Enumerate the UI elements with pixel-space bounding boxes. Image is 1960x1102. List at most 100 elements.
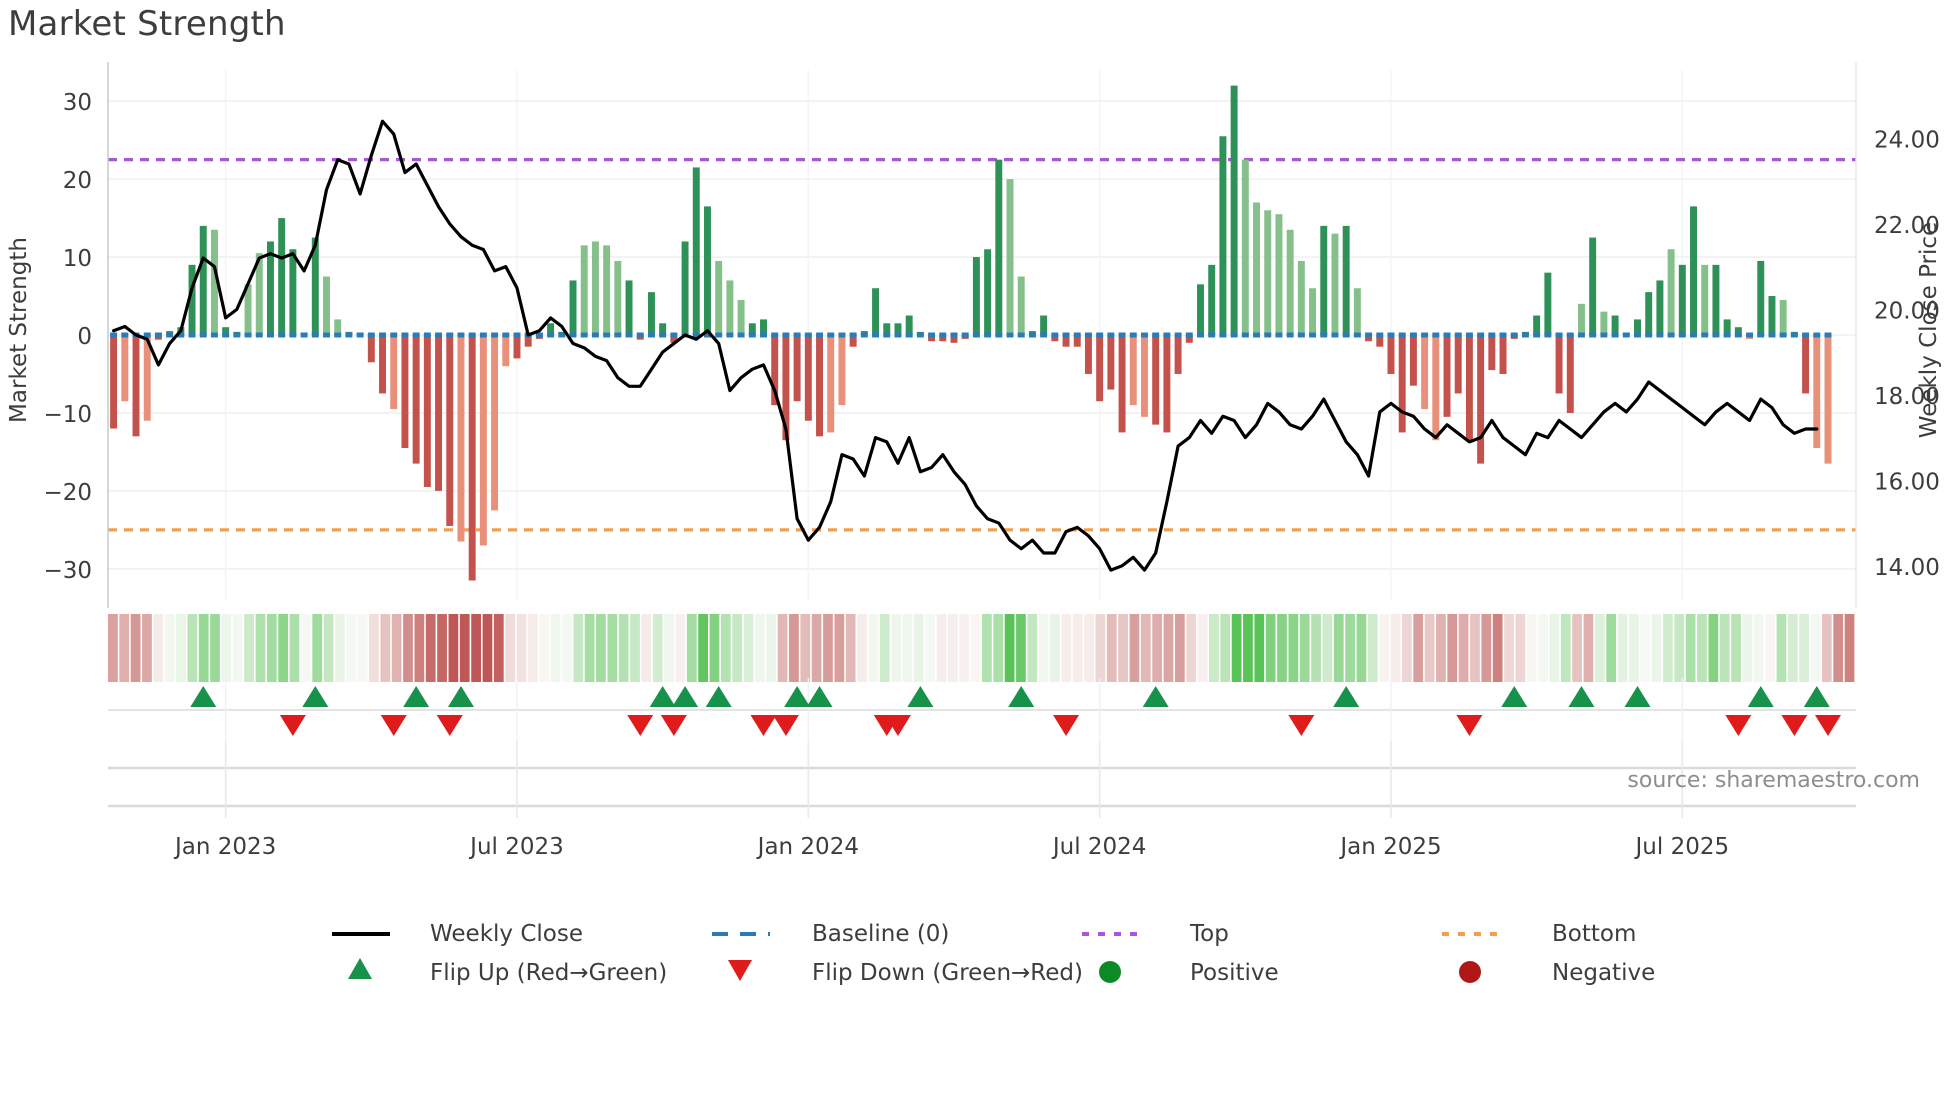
- baseline-cap: [961, 332, 969, 338]
- baseline-cap: [1028, 332, 1036, 338]
- baseline-cap: [1051, 332, 1059, 338]
- baseline-cap: [1163, 332, 1171, 338]
- market-strength-bar: [1589, 237, 1597, 335]
- heatmap-cell: [754, 614, 765, 682]
- market-strength-bar: [1690, 206, 1697, 335]
- heatmap-cell: [1265, 614, 1276, 682]
- baseline-cap: [1443, 332, 1451, 338]
- baseline-cap: [883, 332, 891, 338]
- market-strength-bar: [457, 335, 465, 542]
- heatmap-cell: [1549, 614, 1560, 682]
- baseline-cap: [502, 332, 510, 338]
- heatmap-cell: [266, 614, 277, 682]
- market-strength-bar: [1006, 179, 1014, 335]
- market-strength-bar: [1275, 214, 1283, 335]
- heatmap-cell: [1186, 614, 1197, 682]
- heatmap-cell: [720, 614, 731, 682]
- heatmap-cell: [1436, 614, 1446, 682]
- heatmap-cell: [1719, 614, 1730, 682]
- baseline-cap: [1096, 332, 1104, 338]
- heatmap-cell: [913, 614, 924, 682]
- flip-down-marker: [750, 715, 777, 736]
- market-strength-bar: [479, 335, 487, 546]
- baseline-cap: [793, 332, 801, 338]
- baseline-cap: [1264, 332, 1272, 338]
- market-strength-bar: [737, 299, 745, 335]
- market-strength-bar: [401, 335, 409, 449]
- baseline-cap: [267, 332, 274, 338]
- heatmap-cell: [811, 614, 822, 682]
- market-strength-bar: [1084, 335, 1092, 374]
- baseline-cap: [984, 332, 992, 338]
- baseline-cap: [827, 332, 835, 338]
- market-strength-bar: [1331, 233, 1339, 335]
- market-strength-bar: [1096, 335, 1104, 402]
- heatmap-cell: [584, 614, 595, 682]
- baseline-cap: [289, 332, 297, 338]
- heatmap-cell: [1742, 614, 1753, 682]
- heatmap-cell: [437, 614, 447, 682]
- baseline-cap: [1197, 332, 1204, 338]
- heatmap-cell: [527, 614, 538, 682]
- market-strength-bar: [1040, 315, 1048, 335]
- heatmap-cell: [1447, 614, 1458, 682]
- strength-heatmap-strip: [108, 614, 1855, 682]
- market-strength-bar: [816, 335, 823, 437]
- baseline-cap: [1690, 332, 1697, 338]
- baseline-cap: [715, 332, 723, 338]
- baseline-cap: [121, 332, 129, 338]
- heatmap-cell: [1322, 614, 1333, 682]
- left-tick-label: −10: [43, 402, 92, 428]
- baseline-cap: [423, 332, 431, 338]
- baseline-cap: [569, 332, 577, 338]
- flip-up-marker: [649, 686, 676, 707]
- market-strength-bar: [1734, 327, 1742, 335]
- baseline-cap: [1656, 332, 1664, 338]
- market-strength-bar: [1017, 276, 1025, 335]
- baseline-cap: [311, 332, 319, 338]
- heatmap-cell: [652, 614, 663, 682]
- baseline-cap: [479, 332, 487, 338]
- baseline-cap: [614, 332, 622, 338]
- market-strength-bar: [1297, 260, 1305, 335]
- market-strength-bar: [210, 229, 218, 335]
- baseline-cap: [1174, 332, 1182, 338]
- baseline-cap: [1084, 332, 1092, 338]
- heatmap-cell: [164, 614, 175, 682]
- heatmap-cell: [1152, 614, 1163, 682]
- baseline-cap: [1465, 332, 1473, 338]
- flip-up-marker: [1624, 686, 1651, 707]
- legend-label: Flip Up (Red→Green): [430, 960, 667, 986]
- market-strength-bar: [244, 284, 252, 335]
- legend-label: Bottom: [1552, 921, 1636, 947]
- flip-markers-strip: [108, 678, 1856, 744]
- market-strength-bar: [502, 335, 510, 367]
- baseline-cap: [748, 332, 756, 338]
- baseline-cap: [1129, 332, 1137, 338]
- market-strength-bar: [1645, 292, 1653, 335]
- heatmap-cell: [1197, 614, 1208, 682]
- baseline-cap: [154, 332, 162, 338]
- heatmap-cell: [312, 614, 323, 682]
- heatmap-cell: [1458, 614, 1469, 682]
- heatmap-cell: [857, 614, 867, 682]
- heatmap-cell: [1787, 614, 1798, 682]
- x-tick-label: Jul 2025: [1634, 834, 1730, 860]
- baseline-cap: [1152, 332, 1160, 338]
- flip-down-marker: [436, 715, 463, 736]
- heatmap-cell: [1470, 614, 1480, 682]
- heatmap-cell: [1765, 614, 1775, 682]
- market-strength-bar: [782, 335, 790, 441]
- flip-down-marker: [1288, 715, 1315, 736]
- heatmap-cell: [1356, 614, 1367, 682]
- baseline-cap: [1611, 332, 1619, 338]
- baseline-cap: [468, 332, 476, 338]
- baseline-cap: [1712, 332, 1720, 338]
- x-tick-label: Jul 2023: [468, 834, 564, 860]
- baseline-cap: [1309, 332, 1317, 338]
- market-strength-bar: [1230, 85, 1238, 336]
- baseline-cap: [726, 332, 734, 338]
- market-strength-bar: [748, 323, 756, 335]
- market-strength-bar: [1611, 315, 1619, 335]
- heatmap-cell: [142, 614, 152, 682]
